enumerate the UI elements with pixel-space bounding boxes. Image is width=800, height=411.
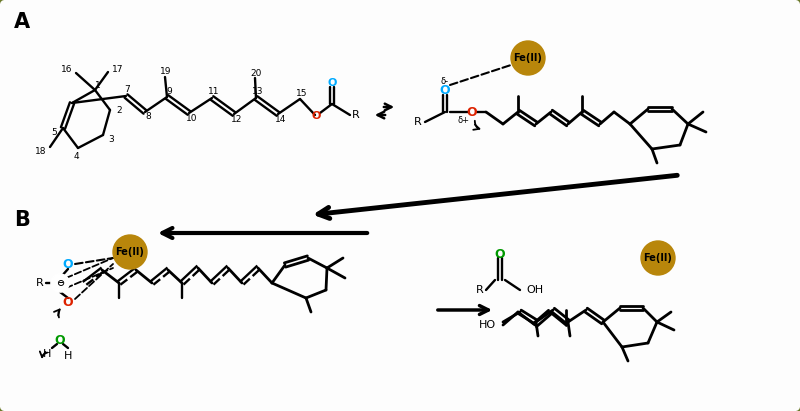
Text: O: O — [62, 258, 74, 270]
Circle shape — [641, 241, 675, 275]
Text: ⊖: ⊖ — [56, 278, 64, 288]
Text: 11: 11 — [208, 88, 220, 97]
Text: 2: 2 — [116, 106, 122, 115]
Text: 15: 15 — [296, 88, 308, 97]
Text: O: O — [466, 106, 478, 118]
Text: H: H — [64, 351, 72, 361]
Text: δ-: δ- — [441, 78, 449, 86]
Text: B: B — [14, 210, 30, 230]
Text: 8: 8 — [145, 111, 151, 120]
Text: 7: 7 — [124, 85, 130, 95]
Text: 13: 13 — [252, 88, 264, 97]
Circle shape — [511, 41, 545, 75]
Text: 10: 10 — [186, 113, 198, 122]
Text: 18: 18 — [34, 146, 46, 155]
Text: R: R — [414, 117, 422, 127]
Text: 4: 4 — [73, 152, 79, 161]
Text: R: R — [476, 285, 484, 295]
Text: 9: 9 — [166, 86, 172, 95]
Text: R: R — [352, 110, 360, 120]
Text: OH: OH — [526, 285, 543, 295]
Circle shape — [51, 274, 69, 292]
Text: δ+: δ+ — [457, 115, 469, 125]
Text: O: O — [327, 78, 337, 88]
Text: O: O — [311, 111, 321, 121]
Text: Fe(II): Fe(II) — [115, 247, 145, 257]
Text: 14: 14 — [275, 115, 286, 123]
Text: HO: HO — [479, 320, 496, 330]
Text: A: A — [14, 12, 30, 32]
Text: 3: 3 — [108, 134, 114, 143]
Text: 17: 17 — [112, 65, 123, 74]
Text: O: O — [440, 85, 450, 97]
Text: O: O — [62, 296, 74, 309]
Text: H: H — [43, 349, 51, 359]
Text: 16: 16 — [61, 65, 72, 74]
Text: 19: 19 — [160, 67, 172, 76]
Text: 5: 5 — [51, 127, 57, 136]
Text: O: O — [54, 333, 66, 346]
Text: O: O — [494, 247, 506, 261]
Text: 12: 12 — [231, 115, 242, 123]
Circle shape — [113, 235, 147, 269]
Text: 20: 20 — [250, 69, 262, 78]
Text: Fe(II): Fe(II) — [643, 253, 673, 263]
Text: Fe(II): Fe(II) — [514, 53, 542, 63]
Text: R: R — [36, 278, 44, 288]
Text: 1: 1 — [95, 81, 101, 90]
